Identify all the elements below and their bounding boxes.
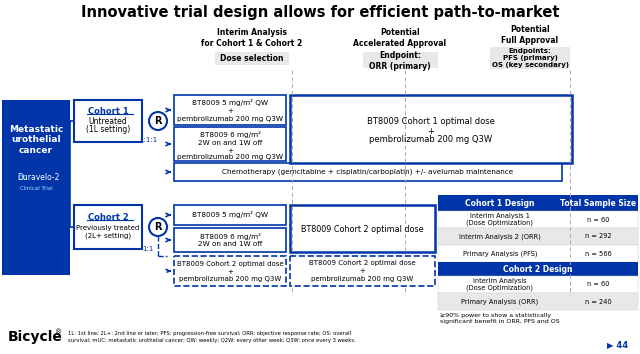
- Text: Previously treated: Previously treated: [76, 225, 140, 231]
- Text: Primary Analysis (PFS): Primary Analysis (PFS): [463, 250, 537, 257]
- Text: Innovative trial design allows for efficient path-to-market: Innovative trial design allows for effic…: [81, 5, 559, 19]
- Text: +: +: [359, 268, 365, 274]
- FancyBboxPatch shape: [215, 52, 289, 65]
- FancyBboxPatch shape: [438, 245, 638, 262]
- Text: pembrolizumab 200 mg Q3W: pembrolizumab 200 mg Q3W: [179, 276, 281, 282]
- Text: pembrolizumab 200 mg Q3W: pembrolizumab 200 mg Q3W: [177, 154, 283, 160]
- Text: 2W on and 1W off: 2W on and 1W off: [198, 241, 262, 247]
- Text: Cohort 1 Design: Cohort 1 Design: [465, 199, 535, 207]
- Text: Chemotherapy (gemcitabine + cisplatin/carboplatin) +/- avelumab maintenance: Chemotherapy (gemcitabine + cisplatin/ca…: [222, 169, 514, 175]
- Text: +: +: [227, 148, 233, 154]
- FancyBboxPatch shape: [363, 52, 438, 68]
- FancyBboxPatch shape: [174, 163, 562, 181]
- FancyBboxPatch shape: [290, 95, 572, 163]
- Text: BT8009 5 mg/m² QW: BT8009 5 mg/m² QW: [192, 99, 268, 107]
- FancyBboxPatch shape: [174, 228, 286, 252]
- Text: pembrolizumab 200 mg Q3W: pembrolizumab 200 mg Q3W: [311, 276, 413, 282]
- FancyBboxPatch shape: [438, 195, 638, 211]
- Text: n = 240: n = 240: [584, 298, 611, 304]
- Text: ▶ 44: ▶ 44: [607, 341, 628, 349]
- Text: R: R: [154, 222, 162, 232]
- Text: Cohort 2 Design: Cohort 2 Design: [503, 264, 573, 274]
- FancyBboxPatch shape: [290, 256, 435, 286]
- FancyBboxPatch shape: [74, 100, 142, 142]
- Text: pembrolizumab 200 mg Q3W: pembrolizumab 200 mg Q3W: [177, 116, 283, 122]
- Text: R: R: [154, 116, 162, 126]
- Text: Primary Analysis (ORR): Primary Analysis (ORR): [461, 298, 539, 305]
- Text: 1:1:1: 1:1:1: [139, 137, 157, 143]
- Text: +: +: [227, 108, 233, 114]
- Text: 2W on and 1W off: 2W on and 1W off: [198, 140, 262, 146]
- FancyBboxPatch shape: [290, 205, 435, 252]
- Circle shape: [149, 218, 167, 236]
- Text: n = 60: n = 60: [587, 217, 609, 223]
- FancyBboxPatch shape: [438, 262, 638, 276]
- Text: Total Sample Size: Total Sample Size: [560, 199, 636, 207]
- Text: Dose selection: Dose selection: [220, 54, 284, 63]
- Text: ®: ®: [55, 329, 62, 335]
- Text: +: +: [227, 269, 233, 275]
- Circle shape: [149, 112, 167, 130]
- Text: +: +: [428, 126, 435, 136]
- Text: BT8009 6 mg/m²: BT8009 6 mg/m²: [200, 131, 260, 138]
- Text: Cohort 2: Cohort 2: [88, 212, 129, 222]
- FancyBboxPatch shape: [438, 276, 638, 293]
- FancyBboxPatch shape: [438, 293, 638, 310]
- FancyBboxPatch shape: [74, 205, 142, 249]
- Text: Potential
Accelerated Approval: Potential Accelerated Approval: [353, 28, 447, 48]
- FancyBboxPatch shape: [2, 100, 70, 275]
- Text: ≥90% power to show a statistically
significant benefit in ORR, PFS and OS: ≥90% power to show a statistically signi…: [440, 313, 559, 324]
- Text: BT8009 Cohort 2 optimal dose: BT8009 Cohort 2 optimal dose: [301, 224, 423, 234]
- Text: BT8009 5 mg/m² QW: BT8009 5 mg/m² QW: [192, 211, 268, 218]
- FancyBboxPatch shape: [490, 47, 570, 69]
- FancyBboxPatch shape: [174, 95, 286, 125]
- Text: Interim Analysis 2 (ORR): Interim Analysis 2 (ORR): [459, 233, 541, 240]
- Text: ∞: ∞: [16, 171, 28, 185]
- Text: Clinical Trial: Clinical Trial: [20, 185, 52, 190]
- Text: Duravelo-2: Duravelo-2: [17, 173, 59, 183]
- Text: BT8009 Cohort 1 optimal dose: BT8009 Cohort 1 optimal dose: [367, 118, 495, 126]
- Text: Bicycle: Bicycle: [8, 330, 63, 344]
- FancyBboxPatch shape: [174, 127, 286, 161]
- FancyBboxPatch shape: [174, 256, 286, 286]
- Text: BT8009 6 mg/m²: BT8009 6 mg/m²: [200, 233, 260, 240]
- Text: pembrolizumab 200 mg Q3W: pembrolizumab 200 mg Q3W: [369, 136, 493, 144]
- Text: (1L setting): (1L setting): [86, 126, 130, 135]
- Text: BT8009 Cohort 2 optimal dose: BT8009 Cohort 2 optimal dose: [308, 260, 415, 266]
- Text: Interim Analysis 1
(Dose Optimization): Interim Analysis 1 (Dose Optimization): [467, 213, 534, 226]
- Text: Metastatic
urothelial
cancer: Metastatic urothelial cancer: [9, 125, 63, 155]
- Text: n = 60: n = 60: [587, 281, 609, 287]
- FancyBboxPatch shape: [174, 205, 286, 225]
- Text: Cohort 1: Cohort 1: [88, 107, 129, 115]
- Text: Endpoint:
ORR (primary): Endpoint: ORR (primary): [369, 51, 431, 71]
- FancyBboxPatch shape: [438, 228, 638, 245]
- Text: Interim Analysis
for Cohort 1 & Cohort 2: Interim Analysis for Cohort 1 & Cohort 2: [202, 28, 303, 48]
- Text: Endpoints:
PFS (primary)
OS (key secondary): Endpoints: PFS (primary) OS (key seconda…: [492, 48, 568, 68]
- Text: 1L: 1st line; 2L+: 2nd line or later; PFS: progression-free survival; ORR: objec: 1L: 1st line; 2L+: 2nd line or later; PF…: [68, 331, 356, 343]
- Text: n = 566: n = 566: [584, 251, 611, 257]
- Text: Interim Analysis
(Dose Optimization): Interim Analysis (Dose Optimization): [467, 278, 534, 291]
- Text: (2L+ setting): (2L+ setting): [85, 233, 131, 239]
- FancyBboxPatch shape: [438, 211, 638, 228]
- Text: Potential
Full Approval: Potential Full Approval: [501, 25, 559, 45]
- Text: 1:1: 1:1: [142, 246, 154, 252]
- Text: Untreated: Untreated: [89, 118, 127, 126]
- Text: n = 292: n = 292: [585, 234, 611, 240]
- Text: BT8009 Cohort 2 optimal dose: BT8009 Cohort 2 optimal dose: [177, 261, 284, 267]
